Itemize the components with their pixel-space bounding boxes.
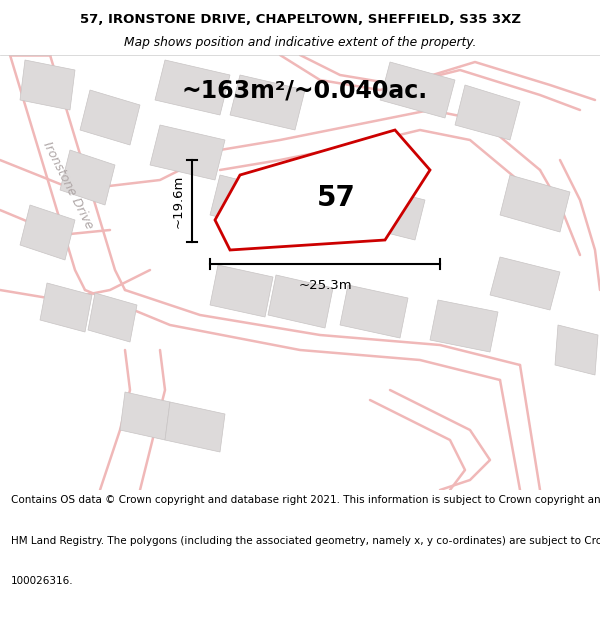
Polygon shape [40, 283, 92, 332]
Polygon shape [210, 265, 273, 317]
Text: 57, IRONSTONE DRIVE, CHAPELTOWN, SHEFFIELD, S35 3XZ: 57, IRONSTONE DRIVE, CHAPELTOWN, SHEFFIE… [79, 13, 521, 26]
Polygon shape [88, 293, 137, 342]
Text: 57: 57 [316, 184, 355, 211]
Polygon shape [290, 160, 365, 215]
Polygon shape [230, 75, 305, 130]
Polygon shape [430, 300, 498, 352]
Text: Contains OS data © Crown copyright and database right 2021. This information is : Contains OS data © Crown copyright and d… [11, 496, 600, 506]
Text: ~163m²/~0.040ac.: ~163m²/~0.040ac. [182, 78, 428, 102]
Polygon shape [490, 257, 560, 310]
Polygon shape [380, 62, 455, 118]
Polygon shape [155, 60, 230, 115]
Polygon shape [340, 285, 408, 338]
Polygon shape [455, 85, 520, 140]
Text: Ironstone Drive: Ironstone Drive [40, 139, 95, 231]
Polygon shape [80, 90, 140, 145]
Text: Map shows position and indicative extent of the property.: Map shows position and indicative extent… [124, 36, 476, 49]
Polygon shape [150, 125, 225, 180]
Text: HM Land Registry. The polygons (including the associated geometry, namely x, y c: HM Land Registry. The polygons (includin… [11, 536, 600, 546]
Text: ~25.3m: ~25.3m [298, 279, 352, 292]
Text: 100026316.: 100026316. [11, 576, 73, 586]
Polygon shape [120, 392, 170, 440]
Polygon shape [268, 275, 333, 328]
Polygon shape [500, 175, 570, 232]
Polygon shape [555, 325, 598, 375]
Polygon shape [20, 60, 75, 110]
Polygon shape [20, 205, 75, 260]
Polygon shape [215, 130, 430, 250]
Text: ~19.6m: ~19.6m [172, 174, 185, 228]
Polygon shape [165, 402, 225, 452]
Polygon shape [355, 185, 425, 240]
Polygon shape [60, 150, 115, 205]
Polygon shape [210, 175, 280, 230]
